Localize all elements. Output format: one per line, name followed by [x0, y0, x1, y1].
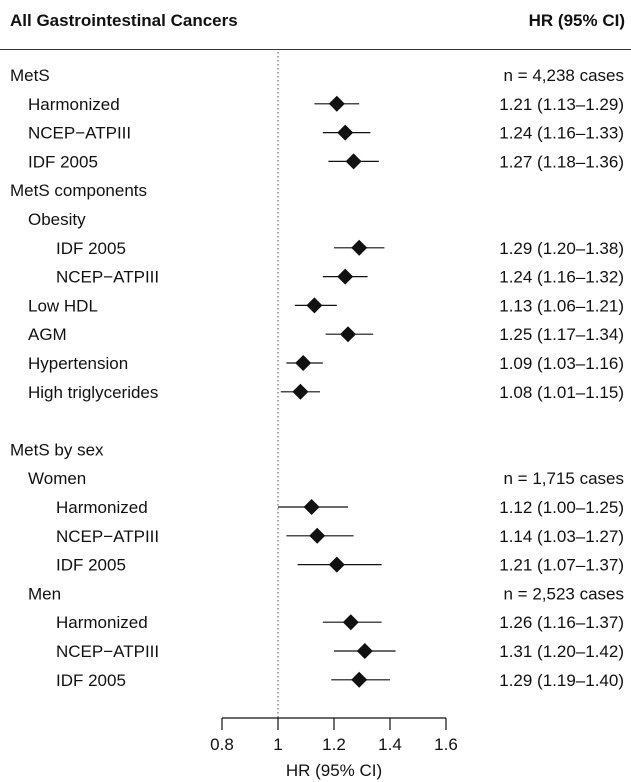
- row-value: 1.26 (1.16–1.37): [499, 613, 624, 632]
- row-value: 1.14 (1.03–1.27): [499, 527, 624, 546]
- row-value: 1.12 (1.00–1.25): [499, 498, 624, 517]
- chart-title: All Gastrointestinal Cancers: [10, 11, 238, 30]
- ci-column-header: HR (95% CI): [528, 11, 625, 30]
- x-axis: 0.8 1 1.2 1.4 1.6: [210, 717, 458, 754]
- row-label: IDF 2005: [56, 556, 126, 575]
- header-rule: [0, 49, 631, 50]
- row-label: IDF 2005: [56, 671, 126, 690]
- row-value: 1.29 (1.19–1.40): [499, 671, 624, 690]
- row-value: n = 2,523 cases: [503, 584, 624, 603]
- row-label: High triglycerides: [28, 383, 158, 402]
- row-label: NCEP−ATPIII: [56, 268, 159, 287]
- x-tick-label: 1: [273, 735, 282, 754]
- x-tick-label: 0.8: [210, 735, 234, 754]
- row-label: MetS components: [10, 181, 147, 200]
- hr-marker: [295, 355, 312, 371]
- row-label: Obesity: [28, 210, 86, 229]
- row-label: AGM: [28, 325, 67, 344]
- x-tick-label: 1.4: [378, 735, 402, 754]
- hr-marker: [292, 383, 309, 400]
- row-value: 1.24 (1.16–1.32): [499, 268, 624, 287]
- row-value: 1.21 (1.13–1.29): [499, 95, 624, 114]
- row-value: 1.08 (1.01–1.15): [499, 383, 624, 402]
- hr-marker: [328, 95, 345, 112]
- row-value: 1.13 (1.06–1.21): [499, 296, 624, 315]
- row-value: 1.24 (1.16–1.33): [499, 124, 624, 143]
- hr-marker: [309, 527, 326, 544]
- row-label: NCEP−ATPIII: [56, 527, 159, 546]
- row-label: MetS by sex: [10, 440, 104, 459]
- row-value: 1.25 (1.17–1.34): [499, 325, 624, 344]
- row-value: 1.09 (1.03–1.16): [499, 354, 624, 373]
- row-value: 1.31 (1.20–1.42): [499, 642, 624, 661]
- ci-values: n = 4,238 cases 1.21 (1.13–1.29) 1.24 (1.1…: [499, 66, 624, 690]
- row-label: Low HDL: [28, 296, 98, 315]
- hr-marker: [337, 268, 354, 285]
- row-label: Harmonized: [28, 95, 120, 114]
- row-value: 1.21 (1.07–1.37): [499, 556, 624, 575]
- row-labels: MetS Harmonized NCEP−ATPIII IDF 2005 MetS co…: [10, 66, 159, 690]
- row-label: Harmonized: [56, 613, 148, 632]
- row-label: NCEP−ATPIII: [28, 124, 131, 143]
- hr-marker: [356, 643, 373, 659]
- hr-marker: [345, 153, 362, 170]
- row-label: NCEP−ATPIII: [56, 642, 159, 661]
- hr-marker: [340, 326, 356, 343]
- row-label: Harmonized: [56, 498, 148, 517]
- hr-marker: [342, 614, 359, 631]
- hr-marker: [306, 297, 323, 314]
- estimate-markers: [278, 95, 396, 688]
- row-label: Hypertension: [28, 354, 128, 373]
- row-value: 1.29 (1.20–1.38): [499, 239, 624, 258]
- x-axis-label: HR (95% CI): [286, 761, 382, 780]
- hr-marker: [337, 124, 354, 141]
- hr-marker: [351, 239, 368, 256]
- row-value: 1.27 (1.18–1.36): [499, 152, 624, 171]
- row-value: n = 4,238 cases: [503, 66, 624, 85]
- x-tick-label: 1.2: [322, 735, 346, 754]
- row-label: IDF 2005: [56, 239, 126, 258]
- x-tick-label: 1.6: [434, 735, 458, 754]
- row-value: n = 1,715 cases: [503, 469, 624, 488]
- hr-marker: [328, 556, 345, 573]
- row-label: Women: [28, 469, 86, 488]
- row-label: IDF 2005: [28, 152, 98, 171]
- hr-marker: [351, 671, 368, 688]
- row-label: MetS: [10, 66, 50, 85]
- row-label: Men: [28, 584, 61, 603]
- hr-marker: [303, 499, 320, 515]
